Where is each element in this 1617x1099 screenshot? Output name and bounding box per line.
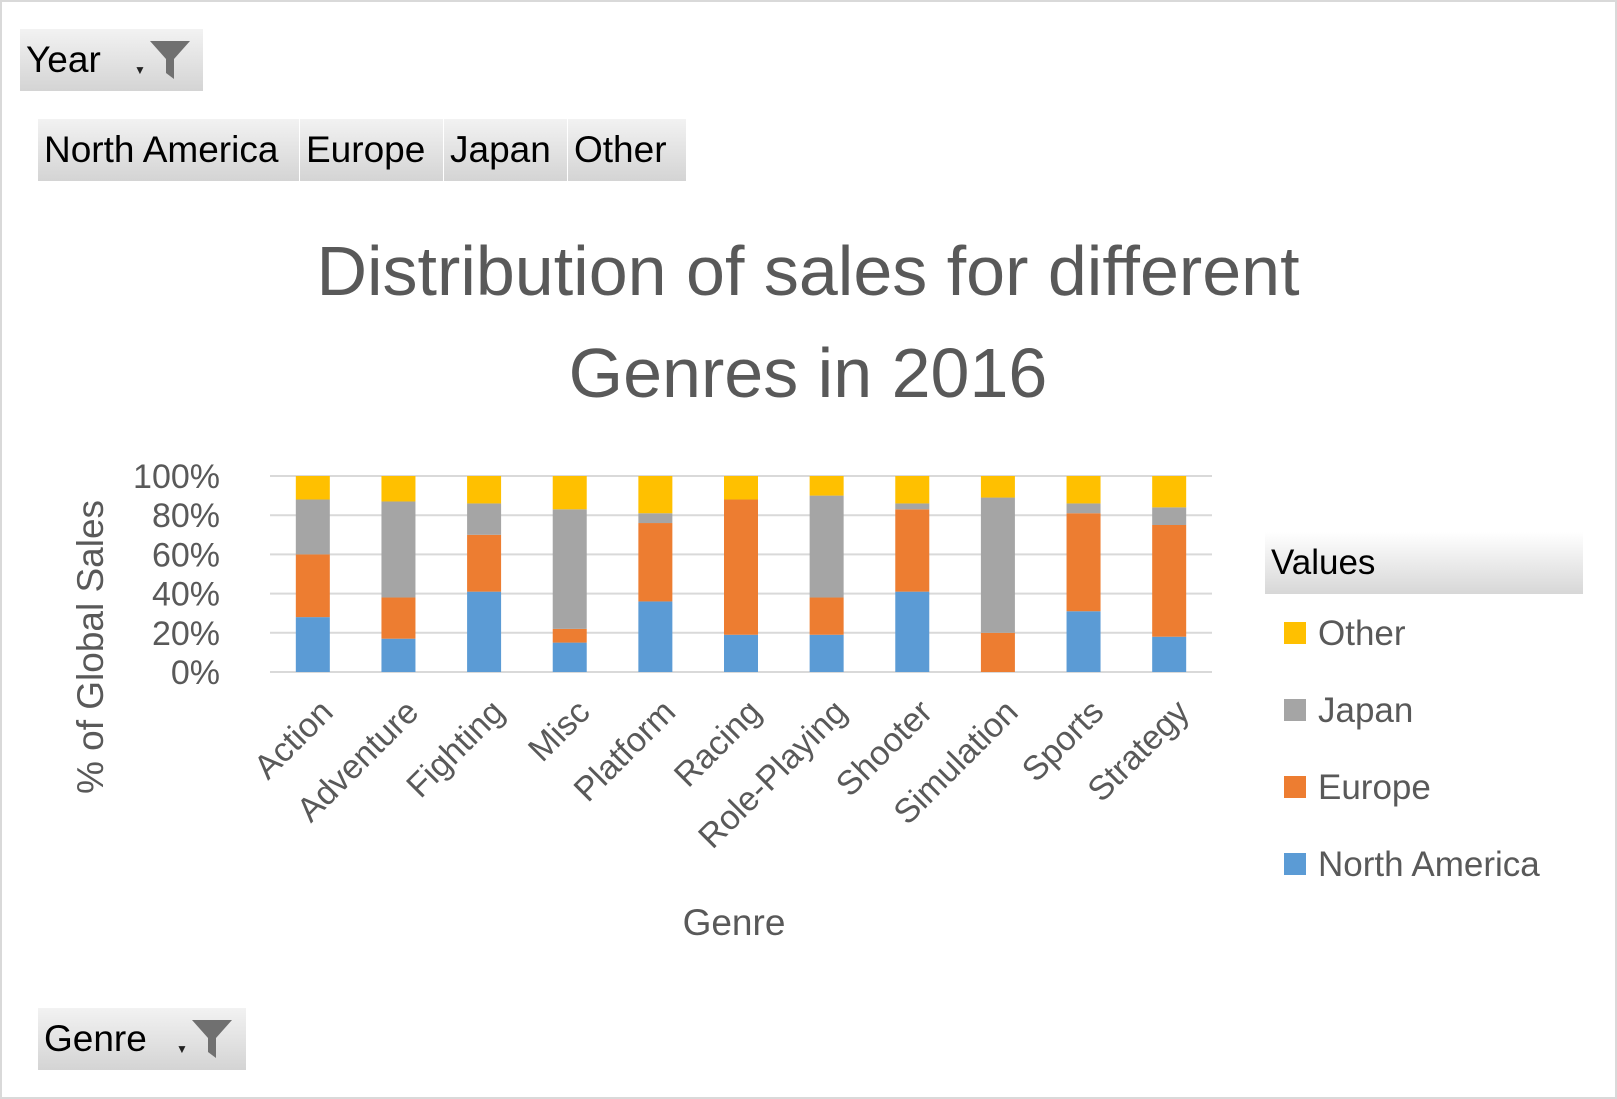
bar-segment xyxy=(638,523,673,602)
y-tick-label: 0% xyxy=(171,654,220,692)
y-tick-label: 100% xyxy=(133,458,220,496)
field-button-north-america[interactable]: North America xyxy=(38,119,300,181)
bar-segment xyxy=(809,495,844,598)
legend-label: Europe xyxy=(1318,768,1431,807)
bar-segment xyxy=(809,634,844,672)
bar-segment xyxy=(381,501,416,598)
bar-segment xyxy=(295,617,330,672)
field-label: Japan xyxy=(450,129,551,170)
x-tick-label: Fighting xyxy=(399,693,511,805)
bar-segment xyxy=(467,503,502,535)
dropdown-arrow-icon: ▼ xyxy=(176,1042,188,1056)
bar-segment xyxy=(809,597,844,635)
y-tick-label: 40% xyxy=(152,576,220,614)
legend-swatch xyxy=(1284,853,1306,875)
legend-swatch xyxy=(1284,776,1306,798)
legend-header: Values xyxy=(1265,532,1583,594)
chart-title-line-2: Genres in 2016 xyxy=(569,334,1048,412)
legend-label: Japan xyxy=(1318,691,1413,730)
year-filter-label: Year xyxy=(26,39,101,80)
bar-segment xyxy=(895,591,930,672)
bar-segment xyxy=(638,476,673,514)
bar-segment xyxy=(1066,611,1101,672)
y-axis-title: % of Global Sales xyxy=(70,500,111,794)
year-filter-button[interactable]: Year ▼ xyxy=(20,29,204,91)
bar-segment xyxy=(895,509,930,592)
bar-segment xyxy=(1066,513,1101,612)
bar-segment xyxy=(467,534,502,592)
bar-segment xyxy=(552,476,587,510)
x-tick-label: Misc xyxy=(521,693,597,769)
bar-segment xyxy=(1152,507,1187,525)
bar-segment xyxy=(638,601,673,672)
bar-segment xyxy=(1152,476,1187,508)
bar-segment xyxy=(724,499,758,635)
y-tick-label: 60% xyxy=(152,536,220,574)
bar-segment xyxy=(980,632,1015,672)
legend-swatch xyxy=(1284,622,1306,644)
bar-segment xyxy=(980,497,1015,633)
genre-filter-label: Genre xyxy=(44,1018,147,1059)
bar-segment xyxy=(724,634,758,672)
bar-segment xyxy=(638,513,673,524)
legend-label: Other xyxy=(1318,614,1406,653)
y-tick-label: 20% xyxy=(152,615,220,653)
bar-segment xyxy=(381,638,416,672)
bar-segment xyxy=(552,628,587,643)
bar-segment xyxy=(552,642,587,672)
field-label: Other xyxy=(574,129,667,170)
bar-segment xyxy=(980,476,1015,498)
field-label: Europe xyxy=(306,129,426,170)
legend-swatch xyxy=(1284,699,1306,721)
bar-segment xyxy=(1066,503,1101,514)
bar-segment xyxy=(895,503,930,510)
bar-segment xyxy=(1066,476,1101,504)
legend-label: North America xyxy=(1318,845,1540,884)
x-tick-label: Role-Playing xyxy=(691,693,854,856)
bar-segment xyxy=(467,476,502,504)
field-label: North America xyxy=(44,129,279,170)
bar-segment xyxy=(295,554,330,618)
bar-segment xyxy=(895,476,930,504)
bar-segment xyxy=(552,509,587,629)
bar-segment xyxy=(381,476,416,502)
field-button-japan[interactable]: Japan xyxy=(444,119,568,181)
bar-segment xyxy=(1152,525,1187,637)
field-button-other[interactable]: Other xyxy=(568,119,687,181)
bar-segment xyxy=(467,591,502,672)
funnel-icon xyxy=(150,41,190,79)
bar-segment xyxy=(295,476,330,500)
bar-segment xyxy=(381,597,416,639)
y-tick-label: 80% xyxy=(152,497,220,535)
field-button-europe[interactable]: Europe xyxy=(300,119,444,181)
genre-filter-button[interactable]: Genre ▼ xyxy=(38,1008,247,1070)
bar-segment xyxy=(809,476,844,496)
bar-segment xyxy=(295,499,330,555)
chart-title-line-1: Distribution of sales for different xyxy=(316,232,1299,310)
x-axis-title: Genre xyxy=(683,902,786,943)
bar-segment xyxy=(724,476,758,500)
bar-segment xyxy=(1152,636,1187,672)
funnel-icon xyxy=(192,1020,232,1058)
dropdown-arrow-icon: ▼ xyxy=(134,63,146,77)
